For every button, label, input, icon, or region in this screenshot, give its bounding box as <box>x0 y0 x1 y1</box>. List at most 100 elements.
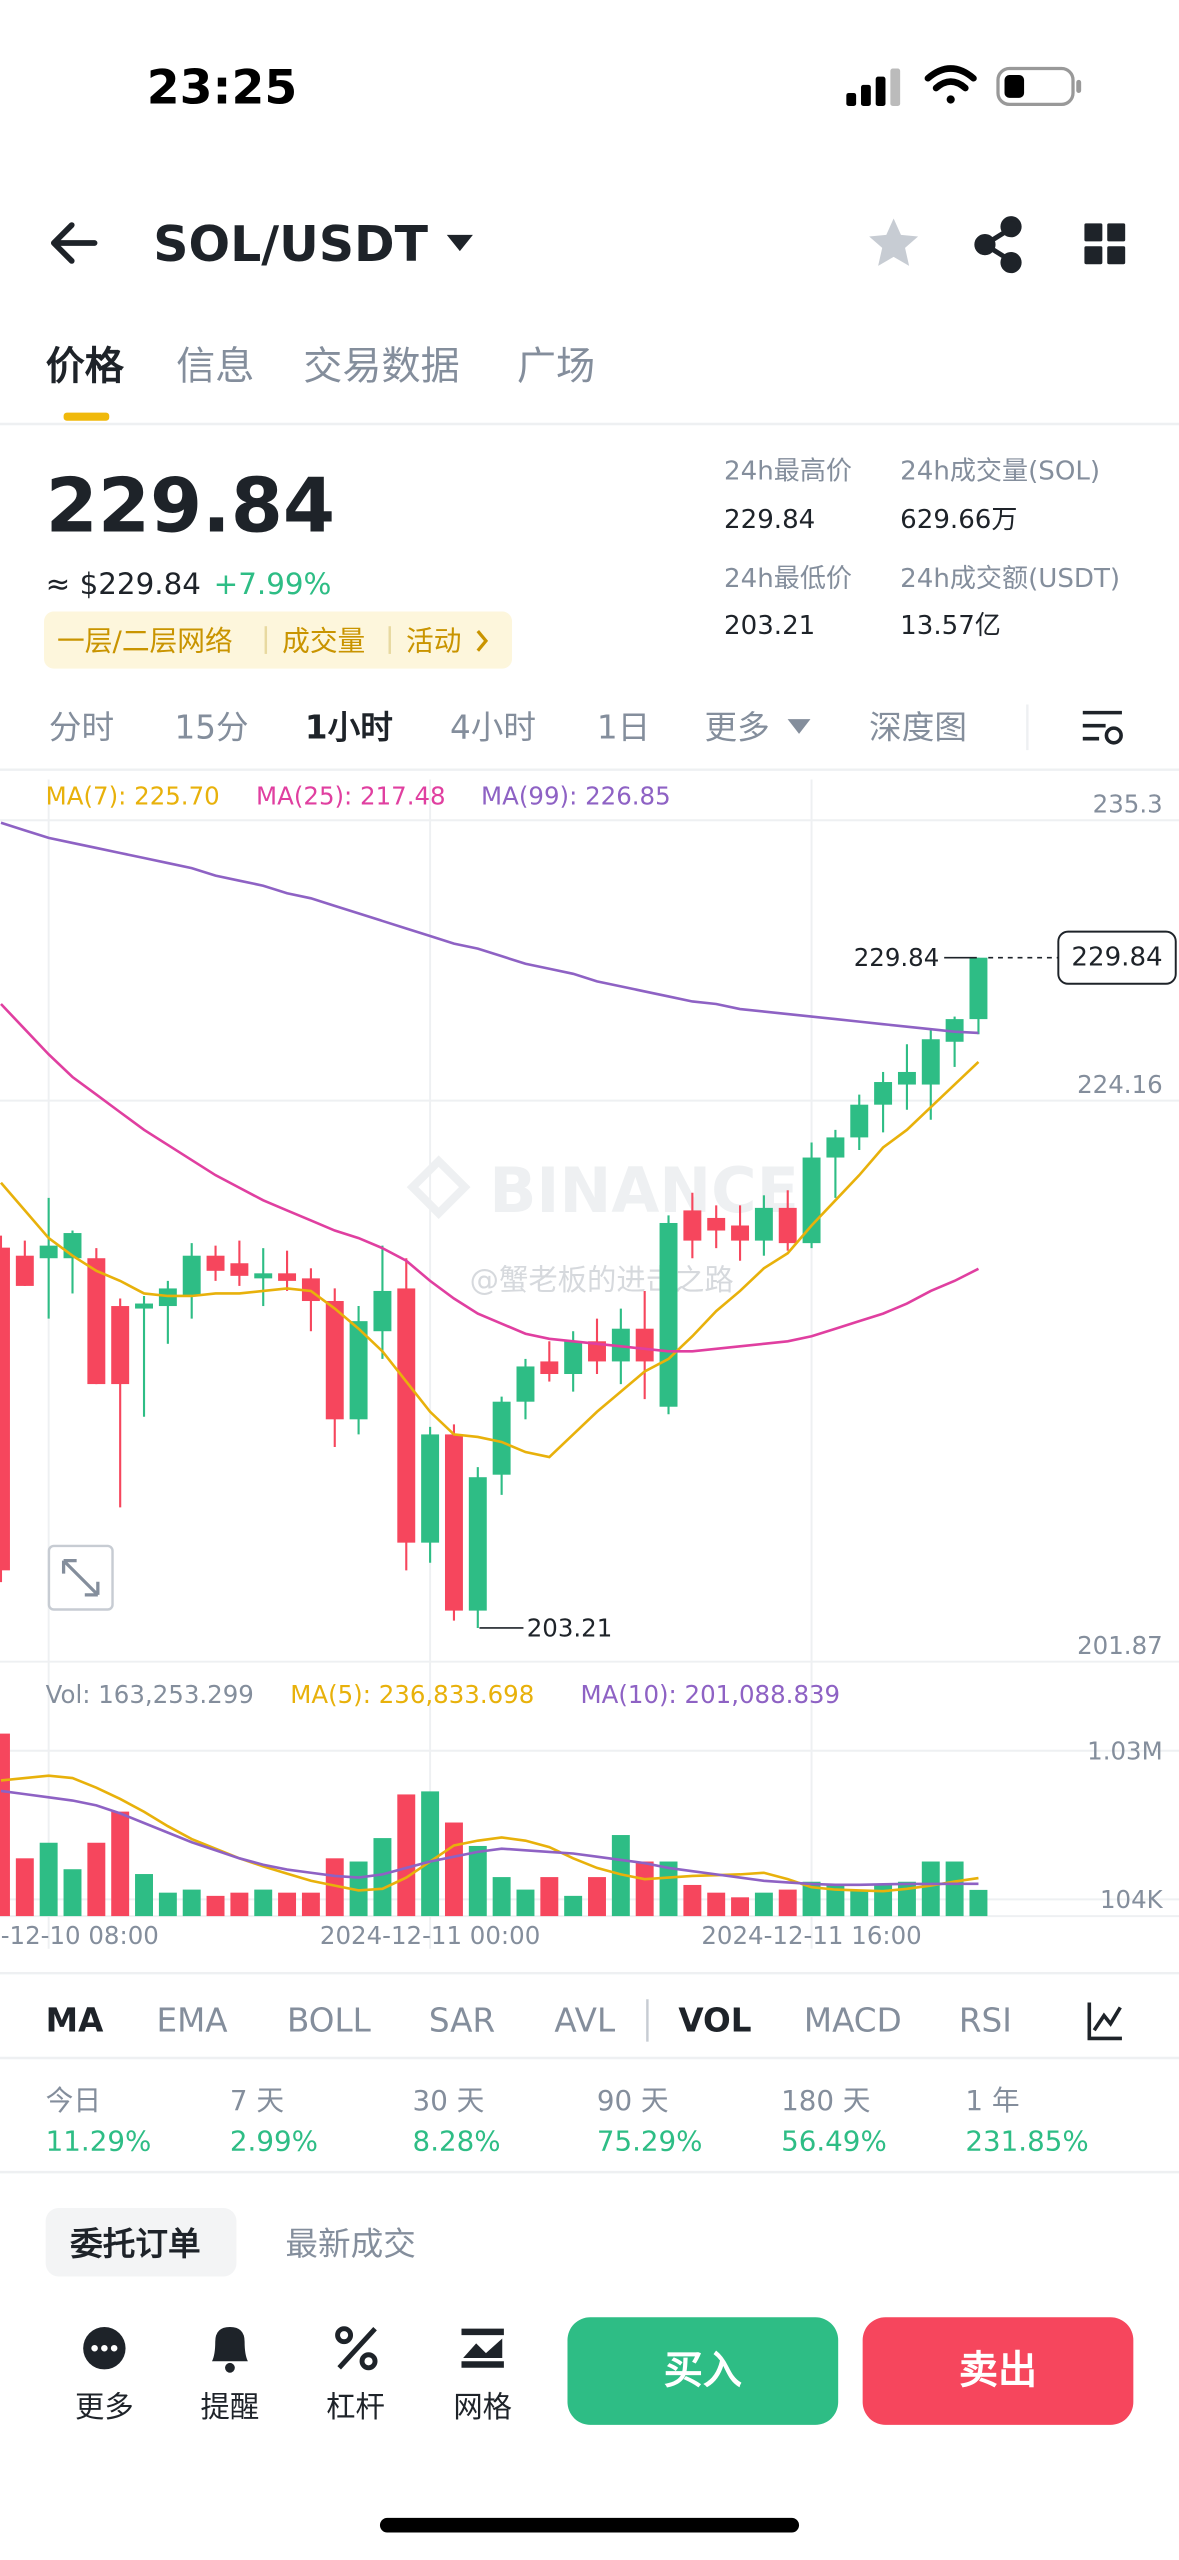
alert-icon[interactable] <box>211 2327 248 2373</box>
volume-bar <box>707 1892 726 1917</box>
volume-bar <box>230 1892 249 1917</box>
candle-body <box>230 1263 249 1276</box>
order-tab[interactable]: 最新成交 <box>285 2225 415 2263</box>
indicator[interactable]: AVL <box>554 2001 615 2039</box>
volume-bar <box>325 1858 344 1917</box>
candle-body <box>707 1217 726 1231</box>
interval[interactable]: 更多 <box>704 708 769 746</box>
indicator[interactable]: MA <box>46 2001 104 2039</box>
tab[interactable]: 广场 <box>517 344 595 389</box>
interval[interactable]: 1日 <box>597 708 650 746</box>
performance: 今日 11.29% 7 天 2.99% 30 天 8.28% 90 天 75.29% 180 天… <box>46 2084 1089 2158</box>
sell-button-bg[interactable] <box>862 2317 1134 2425</box>
plot: 201.87 224.16 235.3 2024-12-10 08:00 2024-12… <box>0 781 1177 1950</box>
tab-bar: 价格 信息 交易数据 广场 <box>46 344 596 389</box>
candle-body <box>897 1071 916 1085</box>
period-change: 56.49% <box>781 2125 887 2158</box>
max-marker-label: 229.84 <box>854 943 940 972</box>
indicator-settings-button[interactable] <box>1087 2002 1122 2041</box>
candle-body <box>397 1288 416 1543</box>
volume-bar <box>206 1895 225 1917</box>
pair-caret[interactable] <box>446 234 473 252</box>
legend-item: MA(7): 225.70 <box>46 781 220 810</box>
candle-body <box>349 1321 368 1420</box>
volume-bar <box>874 1884 893 1917</box>
legend-item: MA(25): 217.48 <box>256 781 446 810</box>
leverage-icon[interactable] <box>335 2326 378 2371</box>
more-caret <box>787 719 811 734</box>
candle-body <box>754 1207 773 1241</box>
stat-value: 629.66万 <box>900 505 1017 535</box>
indicator[interactable]: EMA <box>157 2001 229 2039</box>
action-label[interactable]: 更多 <box>75 2390 134 2424</box>
chart-settings-button[interactable] <box>1082 710 1123 745</box>
interval[interactable]: 15分 <box>174 708 248 746</box>
menu-button[interactable] <box>1084 223 1126 265</box>
tab[interactable]: 信息 <box>176 344 254 389</box>
legend-item: MA(99): 226.85 <box>481 781 671 810</box>
expand-button[interactable] <box>47 1544 114 1611</box>
volume-bar <box>0 1733 10 1917</box>
legend-item: MA(10): 201,088.839 <box>581 1680 841 1709</box>
stat-value: 13.57亿 <box>900 611 1001 641</box>
indicator[interactable]: SAR <box>429 2001 495 2039</box>
volume-bar <box>683 1884 702 1917</box>
tag[interactable]: 活动 <box>406 624 461 657</box>
favorite-button[interactable] <box>869 218 919 266</box>
battery-icon <box>996 66 1082 107</box>
wifi-icon <box>924 65 977 104</box>
grid-icon[interactable] <box>461 2328 504 2368</box>
action-label[interactable]: 提醒 <box>201 2390 260 2424</box>
candle-body <box>39 1245 58 1259</box>
interval[interactable]: 深度图 <box>869 708 967 746</box>
volume-bar <box>158 1892 177 1917</box>
x-tick-label: 2024-12-11 16:00 <box>701 1921 921 1950</box>
candle-body <box>826 1137 845 1158</box>
candle-body <box>492 1401 511 1475</box>
volume-bar <box>135 1874 153 1917</box>
share-button[interactable] <box>974 216 1022 274</box>
action-label[interactable]: 网格 <box>453 2390 512 2424</box>
period-label: 1 年 <box>965 2084 1019 2117</box>
volume-bar <box>373 1838 392 1917</box>
period-label: 7 天 <box>230 2084 284 2117</box>
volume-bar <box>564 1895 583 1917</box>
candle-body <box>0 1247 10 1571</box>
candle-body <box>516 1366 535 1402</box>
buy-button[interactable]: 买入 <box>664 2349 742 2394</box>
indicator[interactable]: BOLL <box>287 2001 371 2039</box>
order-tab[interactable]: 委托订单 <box>70 2225 200 2263</box>
indicator[interactable]: VOL <box>678 2001 751 2039</box>
back-button[interactable] <box>50 222 98 264</box>
signal-icon <box>846 68 901 107</box>
tag[interactable]: 成交量 <box>282 624 365 657</box>
tab[interactable]: 价格 <box>46 344 125 389</box>
action-label[interactable]: 杠杆 <box>326 2390 385 2424</box>
watermark-user: @蟹老板的进击之路 <box>470 1263 734 1297</box>
actions: 更多 提醒 杠杆 网格 <box>75 2390 512 2424</box>
indicator[interactable]: MACD <box>804 2001 902 2039</box>
volume-bar <box>540 1877 559 1917</box>
volume-bar <box>802 1881 821 1917</box>
stats: 24h最高价 229.84 24h成交量(SOL) 629.66万 24h最低价 203.… <box>724 456 1120 641</box>
stat-value: 229.84 <box>724 505 815 535</box>
indicator[interactable]: RSI <box>959 2001 1012 2039</box>
tab[interactable]: 交易数据 <box>303 344 459 389</box>
last-price-box <box>1057 930 1177 985</box>
interval[interactable]: 4小时 <box>450 708 536 746</box>
interval[interactable]: 分时 <box>49 708 114 746</box>
buy-button-bg[interactable] <box>567 2317 839 2425</box>
tab-indicator <box>63 412 110 421</box>
interval[interactable]: 1小时 <box>305 708 393 746</box>
period-label: 30 天 <box>413 2084 485 2117</box>
pair-title[interactable]: SOL/USDT <box>153 216 428 273</box>
period-label: 90 天 <box>597 2084 669 2117</box>
sell-button[interactable]: 卖出 <box>959 2349 1037 2394</box>
volume-bar <box>659 1861 678 1917</box>
volume-bar <box>516 1889 535 1917</box>
last-price: 229.84 <box>46 462 335 550</box>
interval-bar: 分时 15分 1小时 4小时 1日 更多 深度图 <box>49 708 967 746</box>
more-icon[interactable] <box>83 2327 126 2370</box>
tag[interactable]: 一层/二层网络 <box>57 624 233 657</box>
